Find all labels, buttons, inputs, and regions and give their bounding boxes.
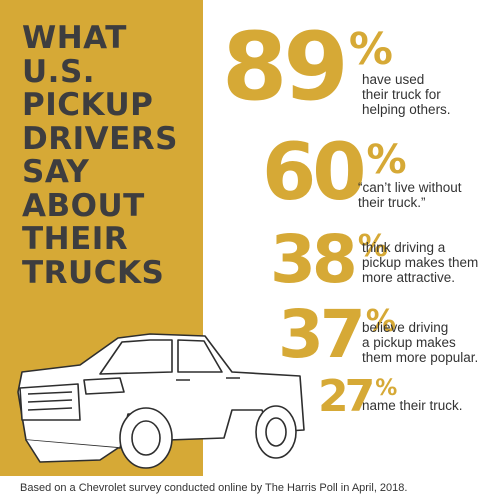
- stat-value: 60: [262, 128, 367, 218]
- stat-value: 38: [270, 221, 358, 298]
- footnote: Based on a Chevrolet survey conducted on…: [20, 482, 408, 494]
- title-line: DRIVERS: [22, 120, 179, 157]
- stat-description: believe driving a pickup makes them more p…: [362, 320, 478, 365]
- title-line: SAY: [22, 154, 90, 190]
- description-line: “can’t live without: [358, 180, 462, 195]
- stat-value: 89: [222, 13, 349, 122]
- stat-description: have used their truck for helping others.: [362, 72, 451, 117]
- stat-value: 37: [278, 296, 366, 373]
- description-line: more attractive.: [362, 270, 456, 285]
- description-line: think driving a: [362, 240, 446, 255]
- description-line: their truck.”: [358, 195, 426, 210]
- description-line: believe driving: [362, 320, 449, 335]
- stat-unit: %: [365, 304, 396, 339]
- description-line: them more popular.: [362, 350, 479, 365]
- description-line: their truck for: [362, 87, 441, 102]
- stat: 38%: [270, 221, 388, 298]
- title: WHAT U.S. PICKUP DRIVERS SAY ABOUT THEIR TRUCKS: [22, 20, 179, 291]
- title-line: THEIR: [22, 221, 129, 257]
- title-line: WHAT: [22, 20, 127, 56]
- stat: 89%: [222, 13, 393, 122]
- description-line: have used: [362, 72, 425, 87]
- stat: 27%: [318, 371, 398, 422]
- description-line: name their truck.: [362, 398, 463, 413]
- stat-description: name their truck.: [362, 398, 463, 413]
- title-line: ABOUT: [22, 187, 145, 224]
- stat-value: 27: [318, 371, 375, 422]
- title-line: U.S.: [22, 53, 96, 90]
- stat-unit: %: [357, 229, 388, 264]
- stat: 60%: [262, 128, 407, 218]
- stat-unit: %: [375, 376, 398, 401]
- stat-description: “can’t live without their truck.”: [358, 180, 462, 210]
- description-line: a pickup makes: [362, 335, 456, 350]
- stat-unit: %: [366, 137, 407, 183]
- description-line: pickup makes them: [362, 255, 479, 270]
- stat-description: think driving a pickup makes them more att…: [362, 240, 478, 285]
- title-line: TRUCKS: [22, 254, 165, 291]
- stat-unit: %: [348, 24, 393, 75]
- stat: 37%: [278, 296, 396, 373]
- title-line: PICKUP: [22, 87, 154, 123]
- description-line: helping others.: [362, 102, 451, 117]
